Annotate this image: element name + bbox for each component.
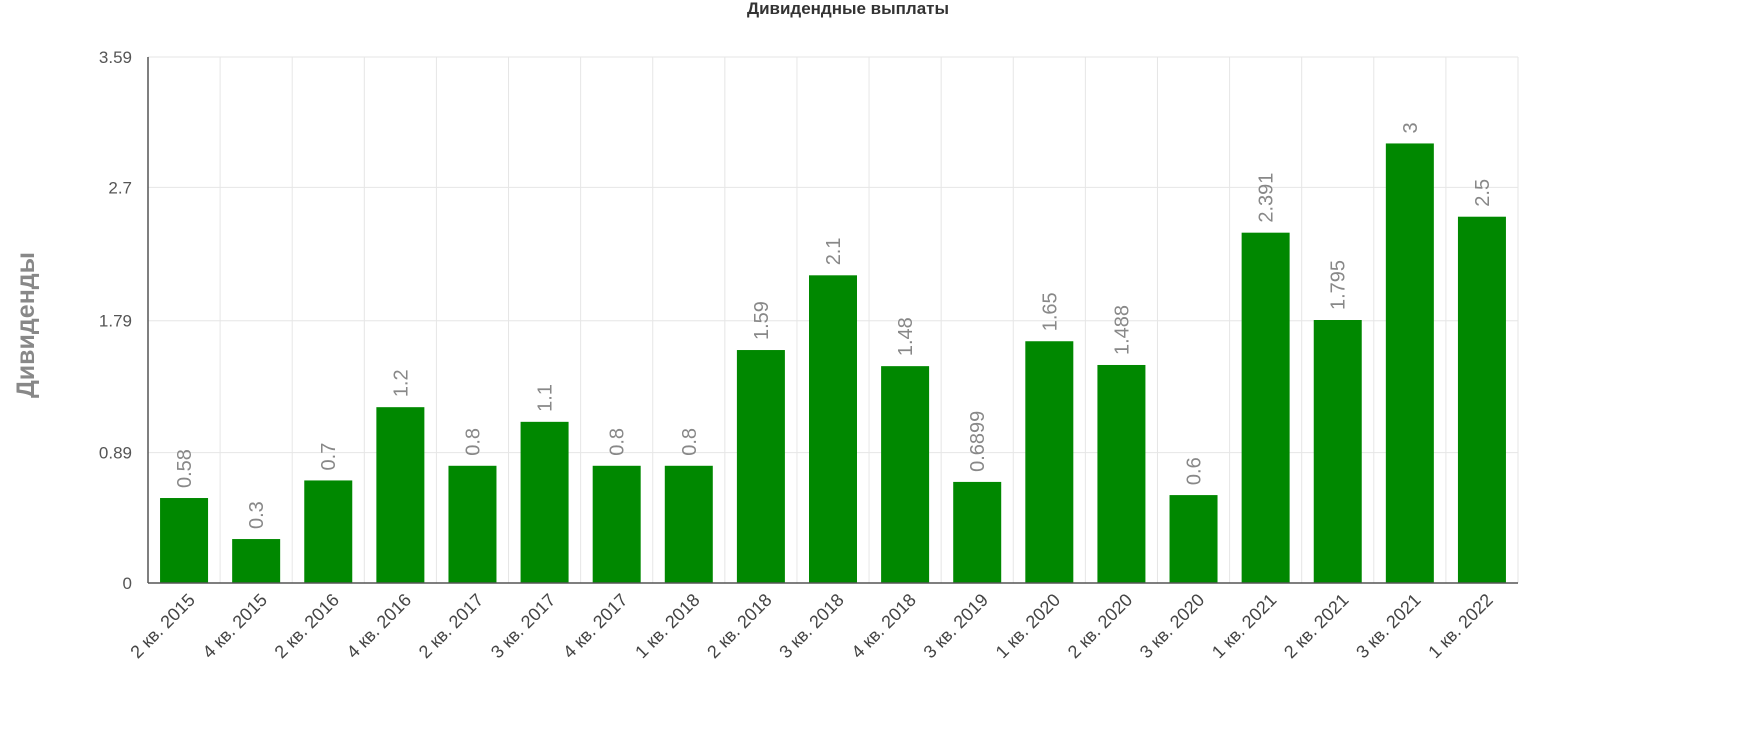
x-tick-layer: 2 кв. 2015 4 кв. 2015 2 кв. 2016 4 кв. 2016… [126,590,1496,662]
x-tick-label: 1 кв. 2021 [1208,590,1280,662]
data-label: 3 [1400,122,1422,133]
y-tick-label: 1.79 [99,312,132,331]
y-tick-label: 0 [123,574,132,593]
x-tick-label: 2 кв. 2020 [1064,590,1136,662]
bar[interactable] [376,407,425,583]
chart-title: Дивидендные выплаты [747,0,949,18]
y-tick-label: 3.59 [99,48,132,67]
x-tick-label: 1 кв. 2018 [631,590,703,662]
data-label: 2.5 [1472,179,1494,207]
bar[interactable] [1241,232,1290,583]
data-label: 2.391 [1256,173,1278,223]
bar[interactable] [448,465,497,583]
data-label: 0.8 [679,428,701,456]
x-tick-label: 3 кв. 2018 [775,590,847,662]
data-label: 0.58 [174,449,196,488]
data-label: 0.3 [246,501,268,529]
data-label: 0.6899 [967,411,989,472]
bar-layer [160,143,1506,583]
bar[interactable] [1313,320,1362,583]
data-label: 1.1 [535,384,557,412]
x-tick-label: 2 кв. 2017 [415,590,487,662]
data-label: 1.795 [1328,260,1350,310]
data-label: 0.8 [462,428,484,456]
x-tick-label: 3 кв. 2017 [487,590,559,662]
data-label: 0.6 [1184,457,1206,485]
bar[interactable] [809,275,857,583]
x-tick-label: 4 кв. 2016 [343,590,415,662]
data-label: 1.2 [390,369,412,397]
bar[interactable] [520,421,569,583]
data-label: 1.65 [1039,292,1061,331]
x-tick-label: 2 кв. 2021 [1280,590,1352,662]
grid-layer [148,56,1519,584]
bar[interactable] [736,350,785,583]
bar[interactable] [592,465,641,583]
data-label: 1.59 [751,301,773,340]
data-label: 1.488 [1111,305,1133,355]
axis-layer [147,57,1518,584]
y-tick-layer: 0 0.89 1.79 2.7 3.59 [99,48,132,593]
y-tick-label: 2.7 [108,178,132,197]
bar[interactable] [304,480,353,583]
x-tick-label: 3 кв. 2019 [920,590,992,662]
bar[interactable] [1169,495,1218,583]
y-axis-label: Дивиденды [12,252,40,398]
data-label-layer: 0.58 0.3 0.7 1.2 0.8 1.1 0.8 0.8 1.59 2.1 1.48 0.68… [174,122,1494,529]
bar[interactable] [953,481,1002,583]
bar[interactable] [232,539,281,583]
x-tick-label: 3 кв. 2020 [1136,590,1208,662]
y-tick-label: 0.89 [99,444,132,463]
x-tick-label: 3 кв. 2021 [1352,590,1424,662]
x-tick-label: 1 кв. 2022 [1424,590,1496,662]
data-label: 1.48 [895,317,917,356]
bar[interactable] [1097,364,1146,583]
data-label: 0.7 [318,443,340,471]
x-tick-label: 1 кв. 2020 [992,590,1064,662]
data-label: 0.8 [607,428,629,456]
x-tick-label: 4 кв. 2015 [199,590,271,662]
x-tick-label: 2 кв. 2015 [126,590,198,662]
x-tick-label: 4 кв. 2018 [847,590,919,662]
bar[interactable] [1457,216,1506,583]
x-tick-label: 4 кв. 2017 [559,590,631,662]
bar[interactable] [881,366,930,583]
x-tick-label: 2 кв. 2016 [271,590,343,662]
data-label: 2.1 [823,237,845,265]
bar[interactable] [664,465,713,583]
bar[interactable] [160,498,209,583]
bar[interactable] [1385,143,1434,583]
bar[interactable] [1025,341,1074,583]
x-tick-label: 2 кв. 2018 [703,590,775,662]
